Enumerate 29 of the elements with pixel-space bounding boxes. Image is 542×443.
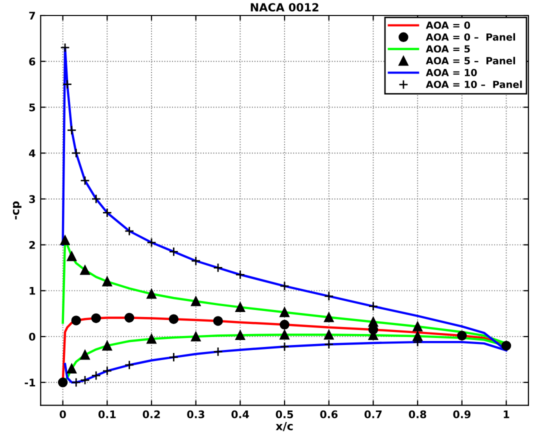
y-tick-label: 0	[29, 332, 36, 341]
y-tick-label: 7	[29, 12, 35, 20]
x-tick-label: 0.4	[231, 410, 249, 418]
y-tick-label: 3	[29, 195, 35, 204]
x-tick-label: 0.1	[98, 410, 116, 418]
legend-label: AOA = 0 – Panel	[426, 33, 516, 41]
x-tick-label: 0.9	[453, 410, 470, 418]
x-tick-label: 0.2	[142, 410, 160, 418]
x-tick-label: 0.3	[187, 410, 204, 418]
x-tick-label: 0.5	[276, 410, 294, 418]
y-tick-label: 6	[29, 58, 36, 66]
chart-title: NACA 0012	[250, 3, 318, 12]
legend-label: AOA = 5 – Panel	[426, 56, 516, 64]
x-tick-label: 1	[504, 410, 510, 418]
y-tick-label: 5	[29, 104, 36, 112]
y-tick-label: 4	[29, 149, 36, 158]
legend-label: AOA = 10 – Panel	[426, 80, 522, 88]
y-axis-title: -cp	[12, 201, 22, 220]
y-tick-label: 2	[29, 241, 35, 249]
x-tick-label: 0	[60, 410, 66, 418]
y-tick-label: -1	[24, 378, 36, 386]
x-tick-label: 0.8	[408, 410, 426, 418]
x-tick-label: 0.6	[320, 410, 338, 418]
x-tick-label: 0.7	[364, 410, 382, 418]
legend-label: AOA = 10	[426, 68, 477, 76]
legend-label: AOA = 5	[426, 45, 470, 53]
x-axis-title: x/c	[276, 422, 293, 432]
legend-label: AOA = 0	[426, 22, 470, 29]
y-tick-label: 1	[30, 287, 36, 295]
